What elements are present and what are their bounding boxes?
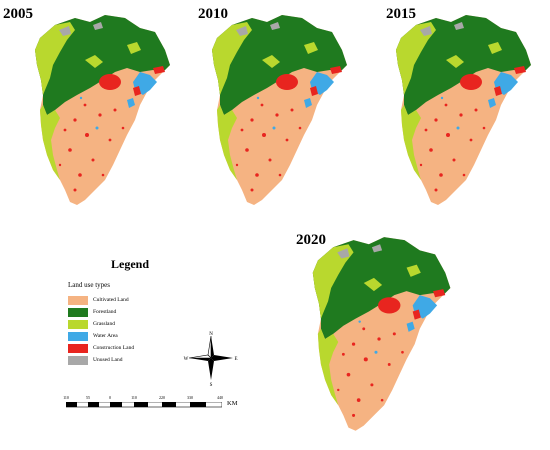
legend-label: Water Area — [93, 333, 118, 339]
compass-s: S — [210, 383, 213, 386]
legend-swatch — [68, 320, 88, 329]
legend-swatch — [68, 296, 88, 305]
year-label: 2015 — [386, 6, 416, 22]
scale-bar: 110 55 0 110 220 330 440 KM — [58, 395, 248, 415]
legend-swatch — [68, 332, 88, 341]
year-label: 2010 — [198, 6, 228, 22]
year-label: 2005 — [3, 6, 33, 22]
compass-e: E — [234, 357, 237, 362]
legend-swatch — [68, 344, 88, 353]
legend-title: Legend — [110, 257, 149, 271]
compass-n: N — [209, 332, 213, 337]
legend-subtitle: Land use types — [68, 281, 110, 289]
legend-label: Unused Land — [93, 357, 123, 363]
scale-unit: KM — [227, 400, 238, 407]
legend-label: Construction Land — [93, 345, 135, 351]
scale-tick-label: 110 — [131, 395, 137, 400]
scale-bar-graphic — [66, 402, 222, 408]
scale-tick-label: 55 — [86, 395, 90, 400]
legend-label: Forestland — [93, 309, 117, 315]
legend-label: Cultivated Land — [93, 297, 129, 303]
scale-tick-label: 330 — [187, 395, 193, 400]
scale-tick-label: 220 — [159, 395, 165, 400]
legend-swatch — [68, 308, 88, 317]
north-arrow-icon: N S E W — [184, 332, 238, 386]
legend-label: Grassland — [93, 321, 115, 327]
scale-tick-label: 440 — [217, 395, 223, 400]
land-use-map — [35, 15, 170, 205]
land-use-map — [396, 15, 531, 205]
year-label: 2020 — [296, 232, 326, 248]
scale-tick-label: 110 — [63, 395, 69, 400]
land-use-map — [312, 237, 451, 431]
scale-tick-label: 0 — [109, 395, 111, 400]
legend-swatch — [68, 356, 88, 365]
compass-w: W — [184, 357, 189, 362]
land-use-map — [212, 15, 347, 205]
